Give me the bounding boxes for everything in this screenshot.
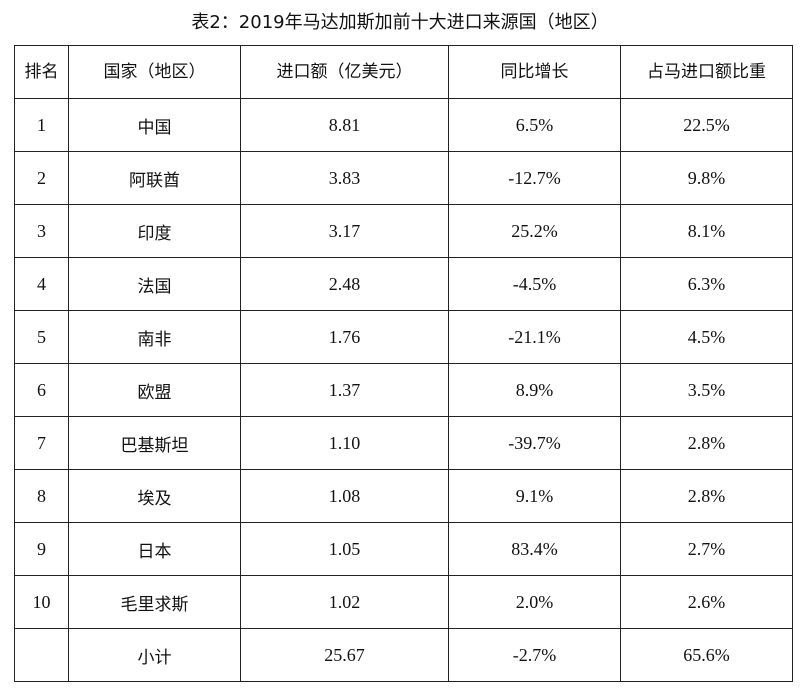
rank-cell: 1 <box>14 98 69 152</box>
table-row: 3 印度 3.17 25.2% 8.1% <box>14 204 793 258</box>
rank-cell: 6 <box>14 363 69 417</box>
amount-cell: 1.08 <box>240 469 449 523</box>
share-cell: 9.8% <box>620 151 793 205</box>
country-cell: 中国 <box>68 98 241 152</box>
amount-cell: 3.17 <box>240 204 449 258</box>
rank-cell: 7 <box>14 416 69 470</box>
yoy-cell: 25.2% <box>448 204 621 258</box>
share-cell: 3.5% <box>620 363 793 417</box>
country-cell: 欧盟 <box>68 363 241 417</box>
share-cell: 2.7% <box>620 522 793 576</box>
amount-cell: 2.48 <box>240 257 449 311</box>
yoy-cell: 83.4% <box>448 522 621 576</box>
country-cell: 毛里求斯 <box>68 575 241 629</box>
amount-cell: 1.10 <box>240 416 449 470</box>
country-cell: 阿联酋 <box>68 151 241 205</box>
subtotal-rank-cell <box>14 628 69 682</box>
rank-cell: 3 <box>14 204 69 258</box>
header-rank: 排名 <box>14 45 69 99</box>
share-cell: 8.1% <box>620 204 793 258</box>
subtotal-share: 65.6% <box>620 628 793 682</box>
table-row: 2 阿联酋 3.83 -12.7% 9.8% <box>14 151 793 205</box>
header-country: 国家（地区） <box>68 45 241 99</box>
share-cell: 4.5% <box>620 310 793 364</box>
rank-cell: 8 <box>14 469 69 523</box>
subtotal-row: 小计 25.67 -2.7% 65.6% <box>14 628 793 682</box>
yoy-cell: -21.1% <box>448 310 621 364</box>
country-cell: 埃及 <box>68 469 241 523</box>
share-cell: 2.6% <box>620 575 793 629</box>
share-cell: 6.3% <box>620 257 793 311</box>
table-row: 6 欧盟 1.37 8.9% 3.5% <box>14 363 793 417</box>
country-cell: 巴基斯坦 <box>68 416 241 470</box>
table-row: 1 中国 8.81 6.5% 22.5% <box>14 98 793 152</box>
table-row: 8 埃及 1.08 9.1% 2.8% <box>14 469 793 523</box>
country-cell: 南非 <box>68 310 241 364</box>
rank-cell: 2 <box>14 151 69 205</box>
amount-cell: 1.05 <box>240 522 449 576</box>
country-cell: 法国 <box>68 257 241 311</box>
import-sources-table: 排名 国家（地区） 进口额（亿美元） 同比增长 占马进口额比重 1 中国 8.8… <box>14 45 793 682</box>
header-share: 占马进口额比重 <box>620 45 793 99</box>
subtotal-amount: 25.67 <box>240 628 449 682</box>
table-row: 10 毛里求斯 1.02 2.0% 2.6% <box>14 575 793 629</box>
country-cell: 印度 <box>68 204 241 258</box>
rank-cell: 5 <box>14 310 69 364</box>
amount-cell: 1.37 <box>240 363 449 417</box>
yoy-cell: -39.7% <box>448 416 621 470</box>
table-row: 7 巴基斯坦 1.10 -39.7% 2.8% <box>14 416 793 470</box>
rank-cell: 4 <box>14 257 69 311</box>
yoy-cell: 9.1% <box>448 469 621 523</box>
rank-cell: 9 <box>14 522 69 576</box>
yoy-cell: -4.5% <box>448 257 621 311</box>
table-row: 9 日本 1.05 83.4% 2.7% <box>14 522 793 576</box>
amount-cell: 3.83 <box>240 151 449 205</box>
subtotal-yoy: -2.7% <box>448 628 621 682</box>
table-row: 5 南非 1.76 -21.1% 4.5% <box>14 310 793 364</box>
yoy-cell: 6.5% <box>448 98 621 152</box>
share-cell: 2.8% <box>620 469 793 523</box>
table-title: 表2：2019年马达加斯加前十大进口来源国（地区） <box>191 12 609 33</box>
header-yoy-growth: 同比增长 <box>448 45 621 99</box>
subtotal-label: 小计 <box>68 628 241 682</box>
share-cell: 22.5% <box>620 98 793 152</box>
yoy-cell: -12.7% <box>448 151 621 205</box>
yoy-cell: 8.9% <box>448 363 621 417</box>
rank-cell: 10 <box>14 575 69 629</box>
header-import-amount: 进口额（亿美元） <box>240 45 449 99</box>
share-cell: 2.8% <box>620 416 793 470</box>
header-row: 排名 国家（地区） 进口额（亿美元） 同比增长 占马进口额比重 <box>14 45 793 99</box>
yoy-cell: 2.0% <box>448 575 621 629</box>
country-cell: 日本 <box>68 522 241 576</box>
amount-cell: 1.02 <box>240 575 449 629</box>
amount-cell: 1.76 <box>240 310 449 364</box>
amount-cell: 8.81 <box>240 98 449 152</box>
table-row: 4 法国 2.48 -4.5% 6.3% <box>14 257 793 311</box>
